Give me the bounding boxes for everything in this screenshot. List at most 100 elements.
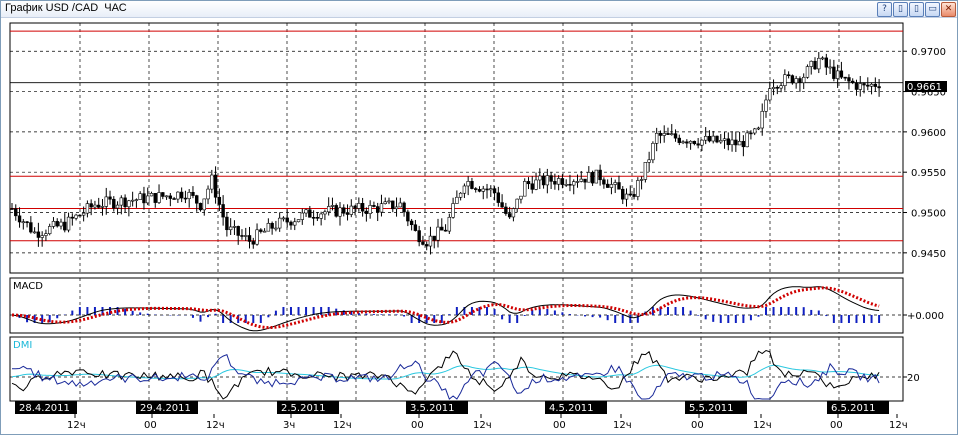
candle-body <box>70 216 75 219</box>
candle-body <box>594 169 599 184</box>
candle-body <box>783 74 787 87</box>
candle-body <box>507 213 512 218</box>
candle-body <box>326 206 331 213</box>
date-label-box <box>545 401 607 414</box>
candle-body <box>232 226 237 228</box>
candle-body <box>78 214 82 217</box>
candle-body <box>187 191 191 199</box>
candle-body <box>357 203 361 209</box>
candle-body <box>541 175 546 186</box>
candle-body <box>794 78 798 84</box>
candle-body <box>176 191 180 200</box>
candle-body <box>97 204 101 208</box>
candle-body <box>786 74 791 77</box>
candle-body <box>477 189 482 192</box>
restore-button[interactable]: ▯ <box>893 2 908 17</box>
candle-body <box>564 184 568 186</box>
dmi-level-tick: 20 <box>907 373 920 384</box>
hour-label: 00 <box>411 420 424 431</box>
date-label: 5.5.2011 <box>689 403 734 414</box>
candle-body <box>458 192 463 198</box>
candle-body <box>877 86 881 89</box>
candle-body <box>213 174 218 198</box>
candle-body <box>737 141 742 146</box>
current-price-tag: 0.9661 <box>905 81 947 93</box>
candle-body <box>93 204 97 208</box>
candle-body <box>832 66 836 79</box>
price-tick-label: 0.9550 <box>911 168 946 179</box>
help-button[interactable]: ? <box>877 2 892 17</box>
candle-body <box>247 235 252 242</box>
candle-body <box>504 206 508 214</box>
minimize-button[interactable]: ▭ <box>925 2 940 17</box>
candle-body <box>613 182 617 185</box>
candle-body <box>470 181 474 189</box>
candle-body <box>647 159 651 163</box>
candle-body <box>560 178 565 185</box>
candle-body <box>866 84 870 87</box>
candle-body <box>100 206 105 208</box>
dmi-plus-line <box>11 349 880 400</box>
candle-body <box>413 224 418 231</box>
candle-body <box>835 70 840 79</box>
candle-body <box>179 191 184 199</box>
candle-body <box>127 200 131 208</box>
candle-body <box>345 212 350 215</box>
candle-body <box>244 235 248 237</box>
date-label-box <box>15 401 77 414</box>
candle-body <box>375 206 380 213</box>
candle-body <box>673 133 678 139</box>
candle-body <box>715 135 719 143</box>
candle-body <box>621 188 625 200</box>
close-button[interactable]: ✕ <box>941 2 956 17</box>
price-axis: 0.9700 0.9650 0.9600 0.9550 0.9500 0.9450 <box>903 47 946 260</box>
candle-body <box>609 184 614 188</box>
candle-body <box>462 185 467 194</box>
candle-body <box>775 87 780 89</box>
candle-body <box>289 221 293 226</box>
candle-body <box>466 181 470 187</box>
candle-body <box>519 195 523 200</box>
date-label: 4.5.2011 <box>549 403 594 414</box>
price-tick-label: 0.9500 <box>911 209 946 220</box>
candle-body <box>424 244 429 247</box>
date-label-box <box>136 401 198 414</box>
candle-body <box>368 205 372 214</box>
date-label-box <box>685 401 747 414</box>
candle-body <box>417 230 421 243</box>
date-label: 29.4.2011 <box>140 403 191 414</box>
price-panel[interactable] <box>9 22 904 274</box>
pin-button[interactable]: ▯ <box>909 2 924 17</box>
candle-body <box>779 85 783 89</box>
title-bar[interactable]: График USD /CAD ЧАС ? ▯ ▯ ▭ ✕ <box>1 1 957 18</box>
candle-body <box>760 110 764 129</box>
candle-body <box>17 215 22 223</box>
dmi-label: DMI <box>13 340 32 351</box>
candle-body <box>387 200 391 203</box>
candle-body <box>421 241 425 245</box>
macd-panel[interactable] <box>9 277 904 334</box>
candle-body <box>138 193 142 200</box>
candle-body <box>515 198 519 209</box>
dmi-panel[interactable] <box>9 336 904 402</box>
candle-body <box>221 204 225 218</box>
candle-body <box>89 203 93 208</box>
candle-body <box>858 83 862 90</box>
candle-body <box>29 222 33 233</box>
candle-body <box>798 78 802 84</box>
candle-body <box>643 162 648 180</box>
chart-area[interactable]: 0.9700 0.9650 0.9600 0.9550 0.9500 0.9450 0.9… <box>1 18 957 434</box>
candle-body <box>696 143 700 146</box>
candle-body <box>353 205 357 209</box>
candle-body <box>372 205 376 207</box>
candle-body <box>636 180 640 197</box>
candle-body <box>32 231 37 234</box>
date-label: 3.5.2011 <box>410 403 455 414</box>
candle-body <box>854 82 859 90</box>
candle-body <box>451 203 455 218</box>
candle-body <box>549 175 553 182</box>
candle-body <box>259 229 263 232</box>
candle-body <box>719 140 723 143</box>
hour-label: 12ч <box>333 420 352 431</box>
